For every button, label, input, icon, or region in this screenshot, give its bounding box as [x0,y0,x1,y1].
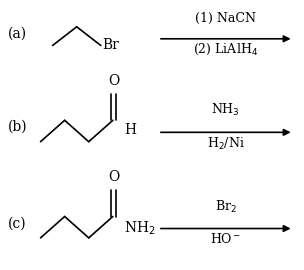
Text: Br: Br [102,39,119,52]
Text: O: O [108,170,119,184]
Text: NH$_3$: NH$_3$ [211,102,240,119]
Text: (c): (c) [7,216,26,230]
Text: O: O [108,74,119,88]
Text: NH$_2$: NH$_2$ [124,219,156,237]
Text: (a): (a) [7,26,26,40]
Text: H$_2$/Ni: H$_2$/Ni [207,136,245,152]
Text: HO$^-$: HO$^-$ [210,232,241,246]
Text: H: H [124,123,136,137]
Text: (2) LiAlH$_4$: (2) LiAlH$_4$ [193,42,258,57]
Text: (1) NaCN: (1) NaCN [195,12,256,25]
Text: Br$_2$: Br$_2$ [215,198,237,215]
Text: (b): (b) [7,120,27,134]
